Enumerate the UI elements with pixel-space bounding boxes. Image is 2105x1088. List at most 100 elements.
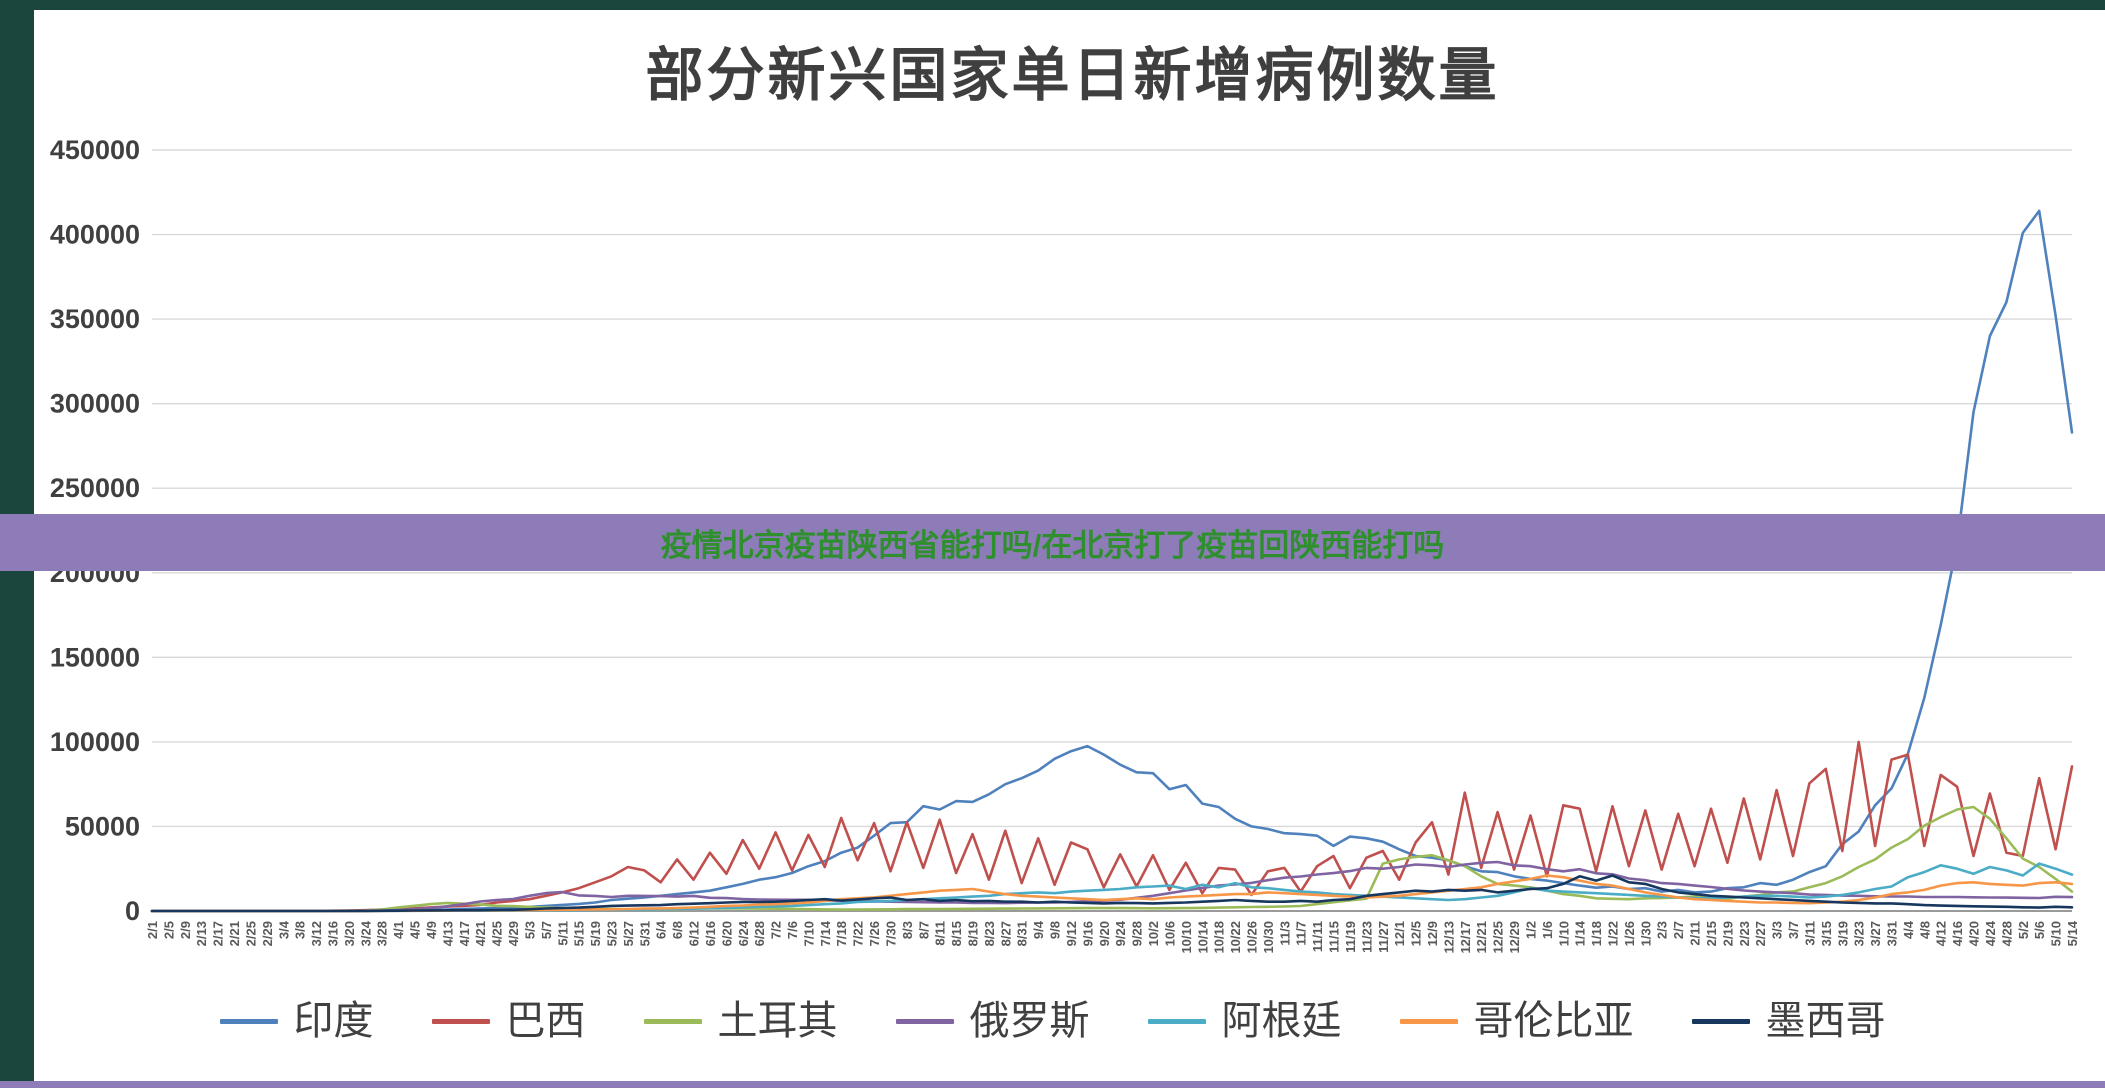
legend-label-russia: 俄罗斯	[969, 998, 1090, 1043]
x-axis-label: 3/4	[276, 920, 291, 939]
x-axis-label: 12/9	[1425, 921, 1440, 946]
x-axis-label: 2/21	[227, 921, 242, 946]
x-axis-label: 2/11	[1688, 921, 1703, 946]
x-axis-label: 6/8	[670, 921, 685, 939]
x-axis-label: 4/29	[506, 921, 521, 946]
x-axis-label: 11/15	[1327, 921, 1342, 953]
x-axis-label: 3/27	[1868, 921, 1883, 946]
legend-line-swatch-india	[219, 1018, 278, 1024]
x-axis-label: 1/30	[1638, 921, 1653, 946]
x-axis-label: 4/12	[1934, 921, 1949, 946]
x-axis-label: 3/31	[1884, 921, 1899, 946]
x-axis-label: 12/5	[1409, 921, 1424, 946]
x-axis-label: 5/23	[604, 921, 619, 946]
x-axis-label: 9/16	[1080, 921, 1095, 946]
x-axis-label: 9/20	[1097, 921, 1112, 946]
x-axis-label: 5/15	[572, 921, 587, 946]
x-axis-label: 8/27	[998, 921, 1013, 946]
series-line-india	[150, 209, 2074, 913]
x-axis-label: 7/30	[883, 921, 898, 946]
x-axis-label: 5/6	[2032, 921, 2047, 939]
y-axis-label: 100000	[50, 727, 140, 757]
x-axis-label: 3/20	[342, 921, 357, 946]
y-axis-label: 300000	[50, 389, 140, 419]
legend-label-argentina: 阿根廷	[1221, 998, 1342, 1043]
bottom-border-strip	[0, 1081, 2105, 1088]
x-axis-label: 3/12	[309, 921, 324, 946]
x-axis-label: 5/7	[539, 921, 554, 939]
x-axis-label: 7/18	[834, 921, 849, 946]
x-axis-label: 7/26	[867, 921, 882, 946]
legend-label-colombia: 哥伦比亚	[1473, 998, 1634, 1043]
x-axis-label: 5/31	[637, 921, 652, 946]
x-axis-label: 4/28	[1999, 921, 2014, 946]
x-axis-label: 10/22	[1228, 921, 1243, 954]
x-axis-label: 2/29	[260, 921, 275, 946]
y-axis-label: 400000	[50, 220, 140, 250]
x-axis-label: 4/13	[440, 921, 455, 946]
chart-title: 部分新兴国家单日新增病例数量	[645, 43, 1500, 108]
x-axis-label: 6/28	[752, 921, 767, 946]
x-axis-label: 4/5	[408, 921, 423, 939]
legend-item-india: 印度	[219, 998, 374, 1043]
x-axis-label: 11/23	[1359, 921, 1374, 953]
x-axis-label: 2/15	[1704, 921, 1719, 946]
x-axis-label: 1/6	[1540, 921, 1555, 939]
x-axis-label: 2/27	[1753, 921, 1768, 946]
legend-item-mexico: 墨西哥	[1691, 998, 1886, 1043]
x-axis-label: 5/27	[621, 921, 636, 946]
x-axis-label: 5/14	[2065, 920, 2080, 946]
x-axis-label: 11/3	[1277, 921, 1292, 946]
x-axis-label: 3/7	[1786, 921, 1801, 939]
x-axis-label: 6/20	[719, 921, 734, 946]
x-axis-label: 10/2	[1146, 921, 1161, 946]
y-axis-label: 50000	[65, 811, 140, 841]
x-axis-label: 6/4	[654, 920, 669, 939]
x-axis-label: 4/16	[1950, 921, 1965, 946]
x-axis-label: 8/11	[933, 921, 948, 946]
x-axis-label: 5/3	[522, 921, 537, 939]
x-axis-label: 7/14	[818, 920, 833, 946]
legend-label-mexico: 墨西哥	[1765, 998, 1886, 1043]
x-axis-label: 6/16	[703, 921, 718, 946]
x-axis-label: 11/19	[1343, 921, 1358, 953]
y-axis-label: 250000	[50, 473, 140, 503]
x-axis-label: 3/16	[326, 921, 341, 946]
legend-label-india: 印度	[293, 998, 374, 1043]
x-axis-label: 3/15	[1819, 921, 1834, 946]
y-axis-label: 0	[125, 896, 140, 926]
chart-legend: 印度 巴西 土耳其 俄罗斯 阿根廷 哥伦比亚 墨西哥	[0, 995, 2105, 1047]
x-axis-label: 5/19	[588, 921, 603, 946]
x-axis-label: 1/22	[1606, 921, 1621, 946]
x-axis-label: 9/8	[1048, 921, 1063, 939]
legend-line-swatch-turkey	[643, 1018, 702, 1024]
legend-item-colombia: 哥伦比亚	[1399, 998, 1634, 1043]
legend-line-swatch-mexico	[1691, 1018, 1750, 1024]
x-axis-label: 1/10	[1556, 921, 1571, 946]
x-axis-label: 5/10	[2049, 921, 2064, 946]
x-axis-label: 10/18	[1212, 921, 1227, 954]
x-axis-label: 12/25	[1491, 921, 1506, 954]
x-axis-label: 3/19	[1835, 921, 1850, 946]
x-axis-label: 11/27	[1376, 921, 1391, 953]
x-axis-label: 1/26	[1622, 921, 1637, 946]
x-axis-label: 9/24	[1113, 920, 1128, 946]
x-axis-label: 10/30	[1261, 921, 1276, 954]
legend-item-turkey: 土耳其	[643, 1001, 838, 1041]
legend-line-swatch-brazil	[431, 1018, 490, 1024]
x-axis-label: 12/17	[1458, 921, 1473, 954]
x-axis-label: 2/1	[145, 921, 160, 939]
x-axis-label: 2/23	[1737, 921, 1752, 946]
x-axis-label: 10/26	[1244, 921, 1259, 954]
x-axis-label: 3/23	[1852, 921, 1867, 946]
x-axis-label: 12/1	[1392, 921, 1407, 946]
x-axis-label: 2/9	[178, 921, 193, 939]
y-axis-label: 350000	[50, 304, 140, 334]
x-axis-label: 8/23	[982, 921, 997, 946]
x-axis-label: 8/7	[916, 921, 931, 939]
x-axis-label: 2/25	[243, 921, 258, 946]
legend-label-brazil: 巴西	[505, 998, 586, 1043]
x-axis-label: 10/10	[1179, 921, 1194, 954]
